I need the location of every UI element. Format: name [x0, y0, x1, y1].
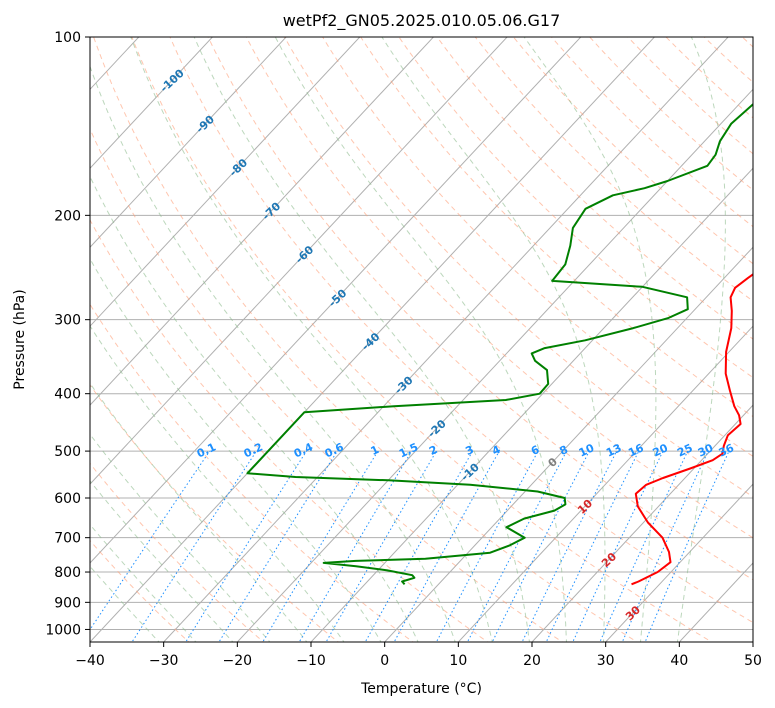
mixing-ratio-line: [185, 450, 307, 642]
plot-area: 0.1 0.2 0.4 0.6 1 1.5 2 3 4 6 8 10 13 16 20 25 30 36-100-…: [90, 24, 775, 676]
moist-adiabat-line: [676, 37, 726, 642]
x-tick-label: −20: [223, 653, 253, 669]
chart-title: wetPf2_GN05.2025.010.05.06.G17: [283, 11, 561, 31]
y-tick-label: 900: [54, 595, 81, 611]
mixing-ratio-line: [131, 450, 257, 642]
moist-adiabats: [90, 37, 726, 642]
dry-adiabat-line: [90, 462, 265, 642]
profile-lines: [246, 102, 753, 586]
moist-adiabat-line: [381, 37, 606, 642]
plot-background: [90, 37, 753, 642]
dry-adiabat-line: [360, 37, 753, 418]
isotherm-line: [310, 167, 753, 642]
mixing-ratio-label: 25: [675, 441, 694, 459]
isotherm-line: [383, 246, 753, 642]
temperature-line: [631, 273, 753, 586]
moist-adiabat-line: [90, 523, 197, 642]
y-tick-label: 1000: [45, 622, 81, 638]
x-tick-label: 20: [523, 653, 541, 669]
mixing-ratio-line: [572, 450, 664, 642]
moist-adiabat-line: [523, 37, 657, 642]
y-tick-label: 200: [54, 208, 81, 224]
mixing-ratio-label: 30: [696, 441, 716, 459]
dry-adiabats: [90, 24, 775, 645]
dry-adiabat-line: [90, 384, 340, 642]
dry-adiabat-line: [90, 218, 489, 642]
moist-adiabat-line: [90, 257, 382, 642]
dry-adiabat-line: [322, 37, 753, 457]
mixing-ratio-lines: [90, 450, 730, 642]
isotherm-line: [162, 37, 729, 642]
mixing-ratio-line: [218, 450, 338, 642]
isotherm-line: [90, 37, 361, 327]
y-axis-label: Pressure (hPa): [12, 289, 28, 389]
mixing-ratio-line: [298, 450, 413, 642]
moist-adiabat-line: [90, 480, 234, 642]
y-tick-label: 100: [54, 30, 81, 46]
moist-adiabat-line: [90, 324, 345, 642]
mixing-ratio-label: 36: [717, 441, 737, 459]
y-tick-label: 400: [54, 387, 81, 403]
moist-adiabat-line: [90, 65, 456, 642]
mixing-ratio-line: [491, 450, 590, 642]
isotherm-line: [531, 404, 753, 642]
isotherm-line: [90, 37, 214, 169]
plot-frame: [89, 36, 754, 643]
isotherm-line: [90, 37, 582, 564]
mixing-ratio-label: 13: [604, 441, 623, 459]
isotherm-line: [457, 325, 753, 642]
dry-adiabat-line: [245, 37, 753, 539]
moist-adiabat-line: [274, 37, 567, 642]
y-axis: 1000 900 800 700 600 500 400 300 200 100: [45, 30, 90, 638]
moist-adiabat-line: [90, 433, 271, 642]
isotherm-label: 40: [647, 656, 667, 676]
x-tick-label: 50: [744, 653, 762, 669]
dewpoint-line: [246, 102, 753, 585]
y-tick-label: 700: [54, 531, 81, 547]
y-tick-label: 300: [54, 313, 81, 329]
isotherm-grid: [90, 37, 753, 642]
dry-adiabat-line: [90, 303, 414, 642]
dry-adiabat-line: [283, 37, 753, 498]
dry-adiabat-line: [766, 24, 775, 645]
x-tick-label: 10: [449, 653, 467, 669]
moist-adiabat-line: [90, 175, 419, 642]
mixing-ratio-line: [325, 450, 437, 642]
mixing-ratio-line: [90, 450, 211, 631]
x-tick-label: 0: [380, 653, 389, 669]
isotherm-line: [236, 88, 753, 642]
mixing-ratio-label: 16: [626, 441, 646, 459]
mixing-ratio-label: 20: [651, 441, 671, 459]
y-tick-label: 800: [54, 565, 81, 581]
isotherm-line: [90, 37, 656, 642]
x-tick-label: 40: [670, 653, 688, 669]
x-axis: −40 −30 −20 −10 0 10 20 30 40 50: [75, 642, 762, 669]
isotherm-line: [90, 37, 508, 485]
dry-adiabat-line: [436, 37, 753, 340]
mixing-ratio-line: [599, 450, 689, 642]
x-axis-label: Temperature (°C): [360, 681, 482, 697]
mixing-ratio-line: [435, 450, 539, 642]
x-tick-label: 30: [597, 653, 615, 669]
y-tick-label: 600: [54, 491, 81, 507]
dry-adiabat-line: [169, 37, 753, 624]
dry-adiabat-line: [207, 37, 753, 581]
dry-adiabat-line: [90, 127, 564, 642]
mixing-ratio-label: 10: [577, 441, 597, 459]
isotherm-line: [604, 483, 753, 642]
isotherm-line: [90, 37, 287, 248]
x-tick-label: −40: [75, 653, 105, 669]
moist-adiabat-line: [90, 382, 308, 642]
moist-adiabat-line: [90, 565, 160, 642]
dry-adiabat-line: [131, 37, 713, 642]
mixing-ratio-line: [466, 450, 568, 642]
x-tick-label: −30: [149, 653, 179, 669]
isotherm-line: [90, 37, 435, 406]
y-tick-label: 500: [54, 444, 81, 460]
x-tick-label: −10: [296, 653, 326, 669]
